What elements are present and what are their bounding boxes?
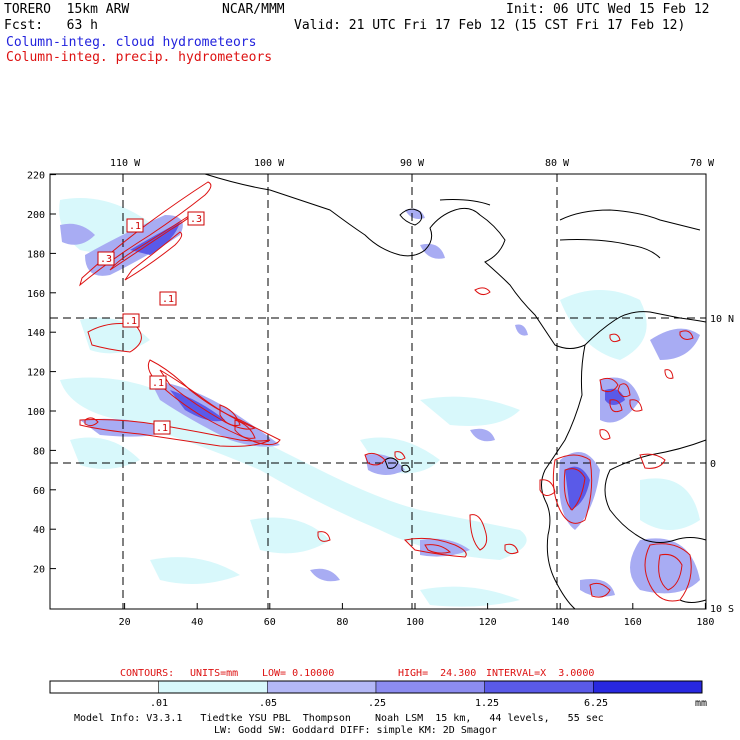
coastlines — [204, 173, 707, 610]
colorbar-tick: 6.25 — [584, 698, 608, 709]
colorbar-tick: .05 — [259, 698, 277, 709]
colorbar-segment — [375, 680, 485, 694]
lon-label: 110 W — [110, 158, 141, 169]
x-tick-label: 160 — [624, 617, 642, 628]
physics-info: LW: Godd SW: Goddard DIFF: simple KM: 2D… — [214, 725, 497, 736]
cloud-shading-light — [59, 198, 700, 607]
y-tick-label: 220 — [27, 171, 45, 182]
x-tick-label: 80 — [336, 617, 348, 628]
x-tick-label: 40 — [191, 617, 203, 628]
colorbar-segment — [484, 680, 594, 694]
lon-label: 70 W — [690, 158, 715, 169]
map-frame — [49, 173, 707, 610]
y-tick-label: 200 — [27, 210, 45, 221]
y-tick-label: 140 — [27, 328, 45, 339]
contours-interval: INTERVAL=X 3.0000 — [486, 668, 595, 679]
contours-high: HIGH= 24.300 — [398, 668, 477, 679]
colorbar-unit: mm — [695, 698, 707, 709]
x-tick-label: 60 — [264, 617, 276, 628]
field-precip-label: Column-integ. precip. hydrometeors — [6, 50, 273, 65]
y-tick-label: 40 — [33, 525, 45, 536]
contours-low: LOW= 0.10000 — [262, 668, 335, 679]
lat-label: 10 S — [710, 604, 734, 615]
model-title: TORERO 15km ARW — [4, 2, 130, 17]
precip-contours — [79, 181, 694, 602]
contour-label: .3 — [190, 214, 202, 225]
colorbar: .01 .05 .25 1.25 6.25 mm — [49, 680, 707, 709]
y-tick-label: 20 — [33, 565, 45, 576]
colorbar-segment — [49, 680, 159, 694]
latlon-grid — [50, 174, 706, 609]
contour-label: .1 — [162, 294, 174, 305]
colorbar-segment — [267, 680, 377, 694]
latitude-labels: 10 N 0 10 S — [710, 314, 734, 615]
colorbar-tick: .01 — [150, 698, 168, 709]
contour-label: .1 — [156, 423, 168, 434]
y-tick-label: 120 — [27, 368, 45, 379]
x-tick-label: 20 — [119, 617, 131, 628]
contour-label: .1 — [129, 221, 141, 232]
y-tick-label: 160 — [27, 289, 45, 300]
y-axis-ticks: 20 40 60 80 100 120 140 160 180 200 220 — [27, 171, 56, 576]
longitude-labels: 110 W 100 W 90 W 80 W 70 W — [110, 158, 715, 169]
contour-label: .3 — [100, 254, 112, 265]
lon-label: 90 W — [400, 158, 425, 169]
contours-units: UNITS=mm — [190, 668, 239, 679]
contours-label: CONTOURS: — [120, 668, 175, 679]
colorbar-tick: .25 — [368, 698, 386, 709]
field-cloud-label: Column-integ. cloud hydrometeors — [6, 35, 257, 50]
init-time: Init: 06 UTC Wed 15 Feb 12 — [506, 2, 710, 17]
lat-label: 10 N — [710, 314, 734, 325]
y-tick-label: 100 — [27, 407, 45, 418]
y-tick-label: 180 — [27, 249, 45, 260]
colorbar-segment — [158, 680, 268, 694]
contour-label: .1 — [125, 316, 137, 327]
lat-label: 0 — [710, 459, 716, 470]
contour-label: .1 — [152, 378, 164, 389]
colorbar-segment — [593, 680, 703, 694]
center-label: NCAR/MMM — [222, 2, 285, 17]
contour-labels: .3 .1 .3 .1 .1 .1 .1 — [97, 211, 205, 435]
x-tick-label: 120 — [479, 617, 497, 628]
model-info: Model Info: V3.3.1 Tiedtke YSU PBL Thomp… — [74, 713, 604, 724]
colorbar-tick: 1.25 — [475, 698, 499, 709]
x-tick-label: 180 — [696, 617, 714, 628]
forecast-hour: Fcst: 63 h — [4, 18, 98, 33]
valid-time: Valid: 21 UTC Fri 17 Feb 12 (15 CST Fri … — [294, 18, 686, 33]
x-axis-ticks: 2040608010012014016018020022024026028030… — [119, 603, 714, 628]
x-tick-label: 140 — [551, 617, 569, 628]
x-tick-label: 100 — [406, 617, 424, 628]
lon-label: 80 W — [545, 158, 570, 169]
y-tick-label: 60 — [33, 486, 45, 497]
y-tick-label: 80 — [33, 446, 45, 457]
lon-label: 100 W — [254, 158, 285, 169]
